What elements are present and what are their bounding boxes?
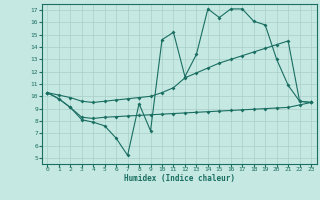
X-axis label: Humidex (Indice chaleur): Humidex (Indice chaleur) xyxy=(124,174,235,183)
